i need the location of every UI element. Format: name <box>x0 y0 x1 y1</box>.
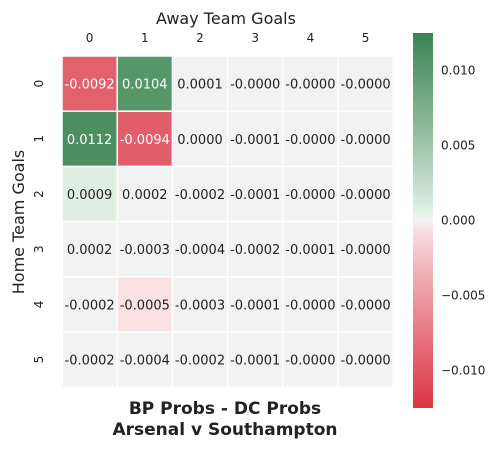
heatmap-cell <box>228 277 283 332</box>
heatmap-cell-label: -0.0002 <box>230 243 280 258</box>
heatmap-cell-label: -0.0000 <box>341 298 391 313</box>
heatmap-cell-label: -0.0003 <box>120 243 170 258</box>
heatmap-cell-label: 0.0104 <box>122 78 168 93</box>
heatmap-cell <box>228 332 283 387</box>
y-tick-label: 2 <box>32 190 46 198</box>
heatmap-cell-label: 0.0009 <box>67 188 113 203</box>
heatmap-cell <box>173 167 227 221</box>
heatmap-cell-label: 0.0001 <box>177 78 223 93</box>
heatmap-cell <box>117 277 172 332</box>
heatmap-cell-label: -0.0094 <box>120 133 170 148</box>
heatmap-cell <box>62 222 117 277</box>
chart-title-line-1: BP Probs - DC Probs <box>128 399 322 419</box>
heatmap-cell <box>173 277 227 332</box>
x-axis-label: Away Team Goals <box>156 9 296 28</box>
heatmap-cell <box>62 332 117 387</box>
heatmap-cell-label: 0.0000 <box>177 133 223 148</box>
heatmap-cell-label: -0.0001 <box>230 298 280 313</box>
heatmap-cell-label: -0.0001 <box>230 133 280 148</box>
heatmap-cell-label: -0.0000 <box>285 188 335 203</box>
heatmap-cell <box>228 167 283 221</box>
heatmap-cell <box>62 277 117 332</box>
heatmap-cell <box>117 332 172 387</box>
y-tick-label: 0 <box>32 80 46 88</box>
colorbar-tick-label: −0.010 <box>441 364 485 378</box>
chart-title-line-2: Arsenal v Southampton <box>112 420 338 440</box>
heatmap-cell-label: -0.0000 <box>285 298 335 313</box>
heatmap-cell <box>283 56 338 111</box>
heatmap-cell <box>173 222 227 277</box>
heatmap-cell-label: -0.0000 <box>285 78 335 93</box>
y-tick-label: 1 <box>32 135 46 143</box>
x-tick-label: 2 <box>196 31 204 45</box>
heatmap-cell <box>173 111 227 166</box>
heatmap-cell-label: -0.0000 <box>341 133 391 148</box>
colorbar <box>413 33 433 408</box>
heatmap-cell-label: -0.0004 <box>120 354 170 369</box>
heatmap-cell-label: -0.0092 <box>65 78 115 93</box>
heatmap-cell <box>117 222 172 277</box>
heatmap-cell <box>173 332 227 387</box>
heatmap-cell-label: -0.0000 <box>341 188 391 203</box>
heatmap-cell <box>117 111 172 166</box>
x-tick-label: 1 <box>141 31 149 45</box>
heatmap-cell-label: -0.0002 <box>65 354 115 369</box>
heatmap-cell <box>283 111 338 166</box>
heatmap-cell <box>338 277 393 332</box>
heatmap-cell-label: 0.0112 <box>67 133 113 148</box>
y-tick-label: 4 <box>32 301 46 309</box>
heatmap-cell <box>228 56 283 111</box>
heatmap-cell-label: -0.0000 <box>285 354 335 369</box>
x-tick-label: 5 <box>362 31 370 45</box>
colorbar-tick-label: 0.000 <box>441 214 475 228</box>
heatmap-cell-label: -0.0001 <box>230 354 280 369</box>
x-tick-label: 4 <box>307 31 315 45</box>
colorbar-tick-label: 0.005 <box>441 139 475 153</box>
colorbar-tick-label: 0.010 <box>441 64 475 78</box>
heatmap-cell-label: -0.0000 <box>285 133 335 148</box>
heatmap-cell <box>228 111 283 166</box>
colorbar-tick-label: −0.005 <box>441 289 485 303</box>
heatmap-cell <box>338 56 393 111</box>
heatmap-cell-label: -0.0002 <box>175 354 225 369</box>
heatmap-cell <box>283 167 338 221</box>
heatmap-cell-label: -0.0004 <box>175 243 225 258</box>
heatmap-cell <box>283 277 338 332</box>
y-tick-label: 3 <box>32 245 46 253</box>
heatmap-cell <box>338 332 393 387</box>
heatmap-cell <box>338 222 393 277</box>
heatmap-cell-label: -0.0000 <box>341 243 391 258</box>
heatmap-cell <box>338 111 393 166</box>
x-tick-label: 3 <box>251 31 259 45</box>
heatmap-cell-label: -0.0000 <box>341 354 391 369</box>
heatmap-cell-label: -0.0001 <box>230 188 280 203</box>
heatmap-cell-label: -0.0001 <box>285 243 335 258</box>
y-axis-label: Home Team Goals <box>9 150 28 294</box>
heatmap-cell <box>62 167 117 221</box>
heatmap-cell-label: 0.0002 <box>122 188 168 203</box>
heatmap-cell-label: -0.0005 <box>120 298 170 313</box>
heatmap-cell <box>62 56 117 111</box>
heatmap-cell-label: -0.0002 <box>65 298 115 313</box>
x-tick-label: 0 <box>86 31 94 45</box>
heatmap-cell <box>117 167 172 221</box>
heatmap-cell-label: -0.0003 <box>175 298 225 313</box>
heatmap-cell <box>228 222 283 277</box>
y-tick-label: 5 <box>32 356 46 364</box>
heatmap-cell <box>62 111 117 166</box>
heatmap-cell <box>173 56 227 111</box>
heatmap-cell <box>117 56 172 111</box>
heatmap-cell <box>338 167 393 221</box>
heatmap-cell-label: -0.0000 <box>230 78 280 93</box>
heatmap-cell-label: -0.0002 <box>175 188 225 203</box>
heatmap-cell-label: 0.0002 <box>67 243 113 258</box>
heatmap-cell <box>283 222 338 277</box>
heatmap-cell-label: -0.0000 <box>341 78 391 93</box>
heatmap-cell <box>283 332 338 387</box>
